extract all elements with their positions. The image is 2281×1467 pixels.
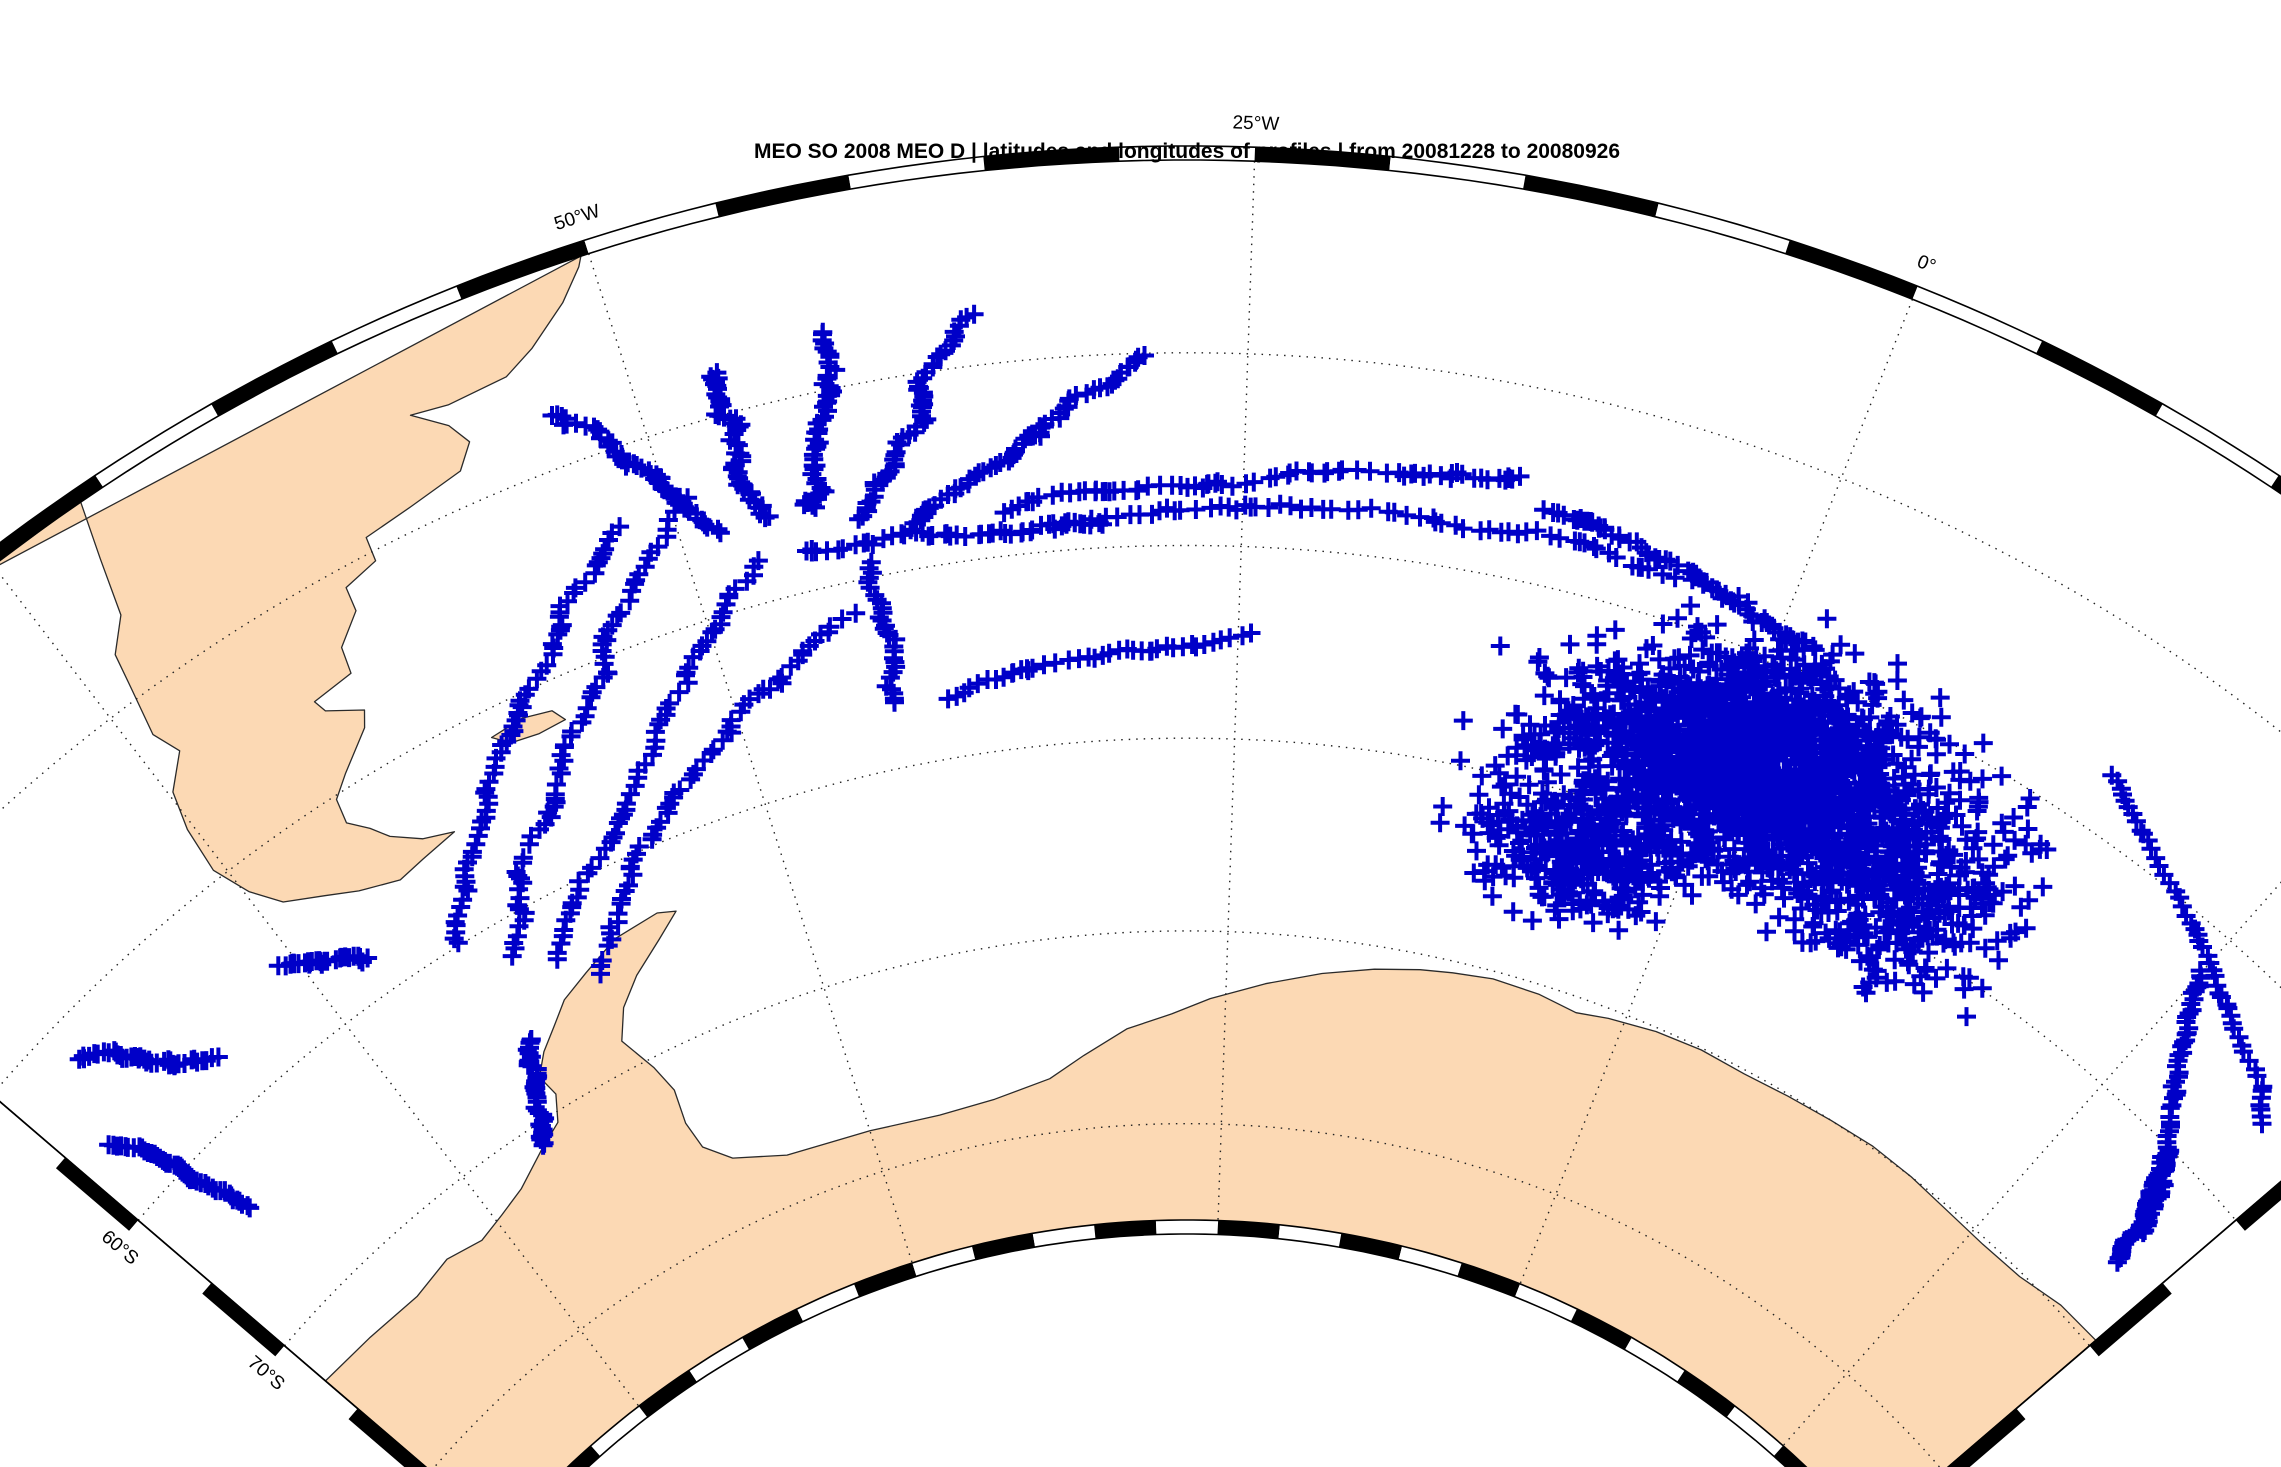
lon-label-25w: 25°W [1232, 112, 1279, 135]
lon-label-0: 0° [1914, 251, 1939, 277]
profile-positions [69, 304, 2273, 1272]
map-title: MEO SO 2008 MEO D | latitudes and longit… [754, 140, 1620, 163]
south-america [0, 255, 582, 903]
map-frame [0, 145, 2281, 1467]
lon-label-50w: 50°W [552, 201, 603, 235]
antarctica [263, 910, 2109, 1467]
graticule [0, 161, 2281, 1467]
